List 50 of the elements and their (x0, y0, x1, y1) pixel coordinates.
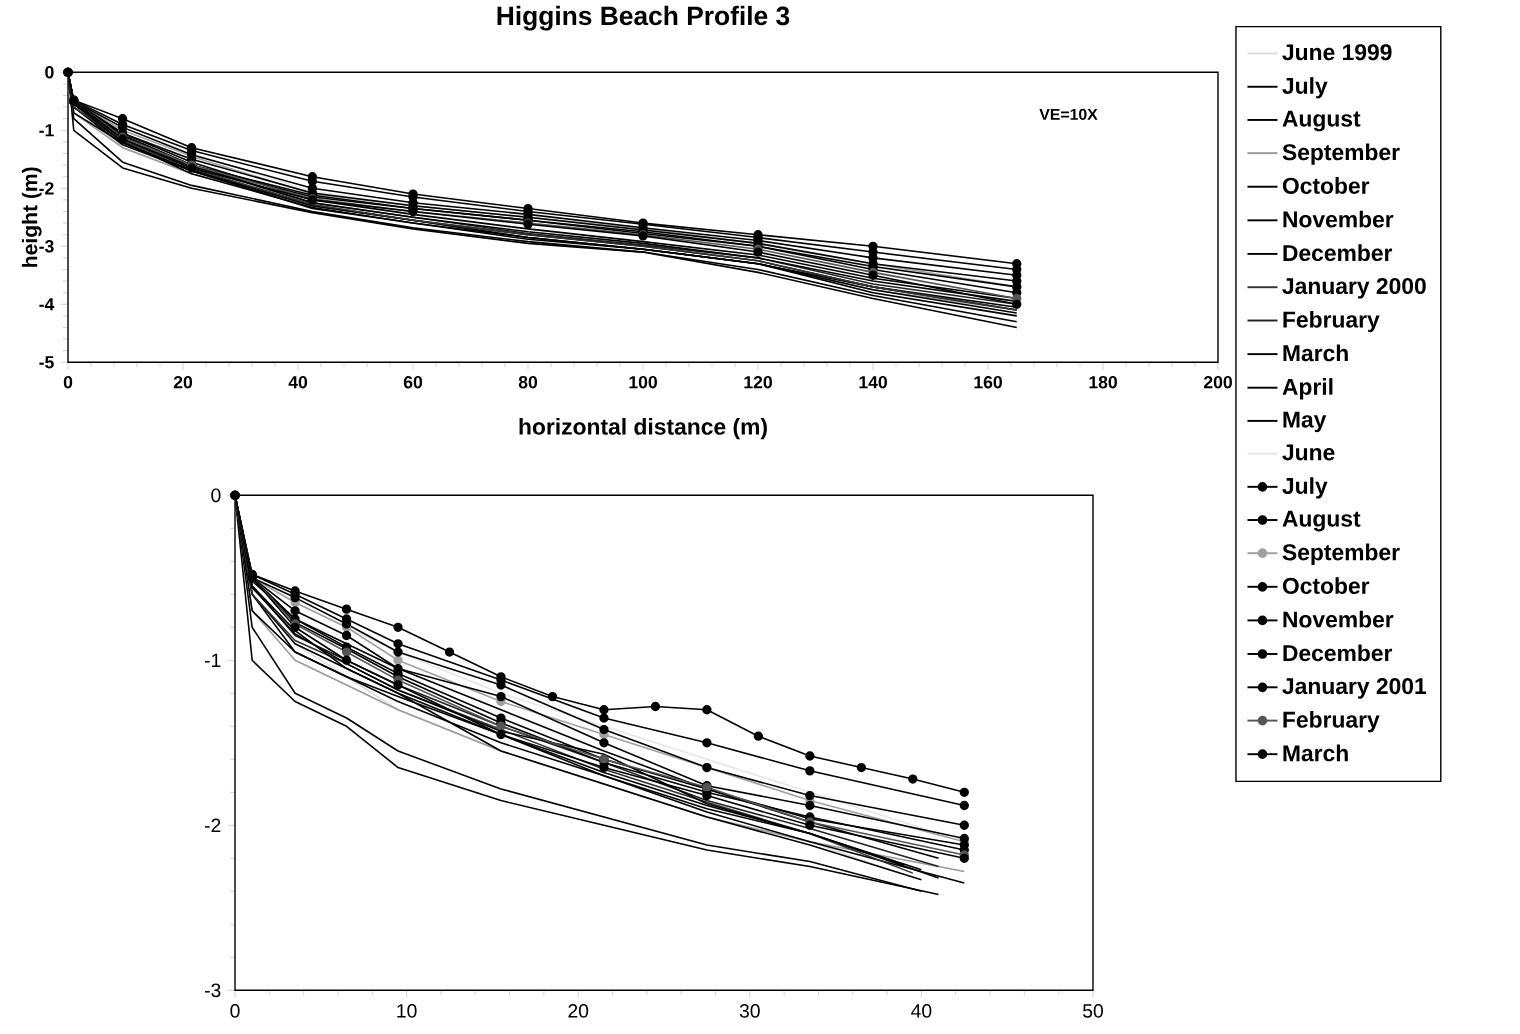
x-tick-label: 140 (859, 375, 887, 389)
annotation: VE=10X (1039, 108, 1098, 120)
legend-label: June 1999 (1282, 44, 1392, 61)
y-tick-label: -1 (39, 124, 54, 137)
legend-label: July (1282, 77, 1328, 99)
legend-label: November (1283, 610, 1394, 628)
legend-label: September (1282, 543, 1400, 565)
x-tick-label: 160 (974, 375, 1002, 389)
y-tick-label: 0 (45, 65, 54, 79)
y-tick-label: -2 (204, 818, 221, 832)
legend-label: November (1283, 210, 1394, 228)
legend-label: January 2000 (1282, 277, 1426, 299)
x-tick-label: 0 (230, 1003, 240, 1018)
x-tick-label: 200 (1203, 375, 1232, 389)
x-tick-label: 180 (1089, 375, 1117, 389)
legend-label: February (1283, 710, 1380, 733)
legend-label: April (1282, 377, 1333, 400)
legend-label: March (1283, 744, 1348, 762)
legend-label: May (1283, 411, 1327, 433)
y-tick-label: -3 (204, 983, 221, 997)
legend-label: September (1282, 143, 1400, 165)
y-tick-label: -5 (39, 356, 54, 369)
legend-label: March (1283, 344, 1348, 362)
x-tick-label: 30 (739, 1003, 760, 1018)
legend-label: February (1283, 310, 1380, 333)
x-tick-label: 10 (397, 1003, 417, 1018)
legend-label: August (1282, 110, 1361, 132)
legend-label: October (1282, 577, 1370, 594)
x-tick-label: 20 (568, 1003, 589, 1018)
legend-label: August (1282, 510, 1361, 532)
x-tick-label: 80 (518, 375, 538, 389)
x-tick-label: 40 (911, 1003, 932, 1018)
x-axis-title: horizontal distance (m) (519, 417, 767, 440)
y-tick-label: -1 (204, 653, 221, 667)
legend-label: December (1283, 644, 1393, 662)
x-tick-label: 20 (173, 375, 193, 389)
x-tick-label: 0 (63, 375, 73, 389)
legend-label: October (1282, 176, 1370, 194)
legend-label: December (1283, 244, 1393, 261)
x-tick-label: 40 (288, 375, 308, 389)
y-tick-label: -4 (39, 298, 55, 311)
x-tick-label: 50 (1083, 1003, 1103, 1018)
y-tick-label: 0 (211, 488, 221, 502)
x-tick-label: 100 (629, 375, 657, 389)
chart-title: Higgins Beach Profile 3 (497, 5, 790, 31)
legend-label: July (1282, 477, 1328, 499)
legend-label: June (1282, 444, 1335, 461)
legend-label: January 2001 (1282, 677, 1427, 699)
x-tick-label: 120 (744, 375, 772, 389)
x-tick-label: 60 (403, 375, 423, 389)
